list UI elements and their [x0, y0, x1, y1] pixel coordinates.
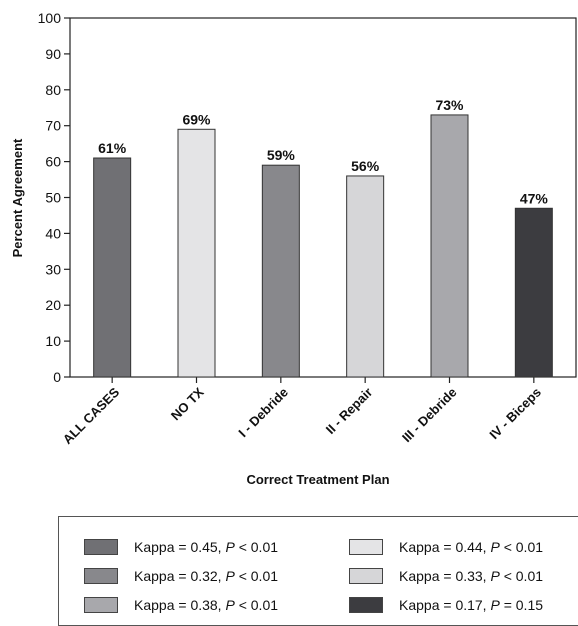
legend-item: Kappa = 0.32, P < 0.01: [84, 566, 278, 586]
labels: 61% ALL CASES 69% NO TX 59% I - Debride 56% II …: [60, 97, 549, 447]
y-tick-label: 40: [45, 225, 61, 241]
legend-label: Kappa = 0.38, P < 0.01: [134, 597, 279, 613]
legend-swatch: [349, 568, 383, 584]
legend-item: Kappa = 0.17, P = 0.15: [349, 595, 543, 615]
data-label: 73%: [435, 97, 464, 113]
category-label: II - Repair: [323, 385, 376, 438]
y-tick-label: 10: [45, 333, 61, 349]
legend-label: Kappa = 0.44, P < 0.01: [399, 539, 544, 555]
data-label: 69%: [182, 111, 211, 127]
legend-swatch: [349, 539, 383, 555]
y-tick-label: 50: [45, 190, 61, 206]
legend-swatch: [84, 539, 118, 555]
bar-chart: 0 10 20 30 40 50 60 70 80 90 100 61% ALL CASES 69% NO…: [10, 10, 577, 487]
category-label: IV - Biceps: [486, 385, 544, 443]
y-tick-label: 0: [53, 369, 61, 385]
legend-item: Kappa = 0.38, P < 0.01: [84, 595, 278, 615]
category-label: I - Debride: [235, 385, 291, 441]
bar: [346, 175, 385, 378]
y-axis-title: Percent Agreement: [10, 138, 25, 257]
y-tick-label: 20: [45, 297, 61, 313]
category-label: NO TX: [168, 384, 207, 423]
bar: [430, 114, 469, 378]
legend-swatch: [84, 568, 118, 584]
legend-label: Kappa = 0.45, P < 0.01: [134, 539, 279, 555]
legend-item: Kappa = 0.44, P < 0.01: [349, 537, 543, 557]
y-tick-label: 70: [45, 118, 61, 134]
data-label: 56%: [351, 158, 380, 174]
data-label: 59%: [267, 147, 296, 163]
legend-swatch: [84, 597, 118, 613]
legend-swatch: [349, 597, 383, 613]
legend-label: Kappa = 0.17, P = 0.15: [399, 597, 544, 613]
y-tick-label: 80: [45, 82, 61, 98]
x-axis-title: Correct Treatment Plan: [246, 472, 389, 487]
legend: Kappa = 0.45, P < 0.01 Kappa = 0.44, P < …: [58, 516, 578, 626]
bar: [93, 157, 132, 378]
y-tick-label: 60: [45, 154, 61, 170]
axes: 0 10 20 30 40 50 60 70 80 90 100: [38, 10, 577, 385]
data-label: 47%: [520, 190, 549, 206]
y-tick-label: 30: [45, 261, 61, 277]
y-tick-label: 100: [38, 10, 62, 26]
bar: [177, 128, 216, 378]
legend-item: Kappa = 0.45, P < 0.01: [84, 537, 278, 557]
bars: [93, 114, 553, 378]
legend-item: Kappa = 0.33, P < 0.01: [349, 566, 543, 586]
bar: [261, 164, 300, 378]
bar: [514, 207, 553, 378]
plot-frame: [69, 17, 577, 378]
category-label: ALL CASES: [60, 384, 123, 447]
category-label: III - Debride: [399, 385, 460, 446]
data-label: 61%: [98, 140, 127, 156]
y-tick-label: 90: [45, 46, 61, 62]
legend-label: Kappa = 0.32, P < 0.01: [134, 568, 279, 584]
legend-label: Kappa = 0.33, P < 0.01: [399, 568, 544, 584]
